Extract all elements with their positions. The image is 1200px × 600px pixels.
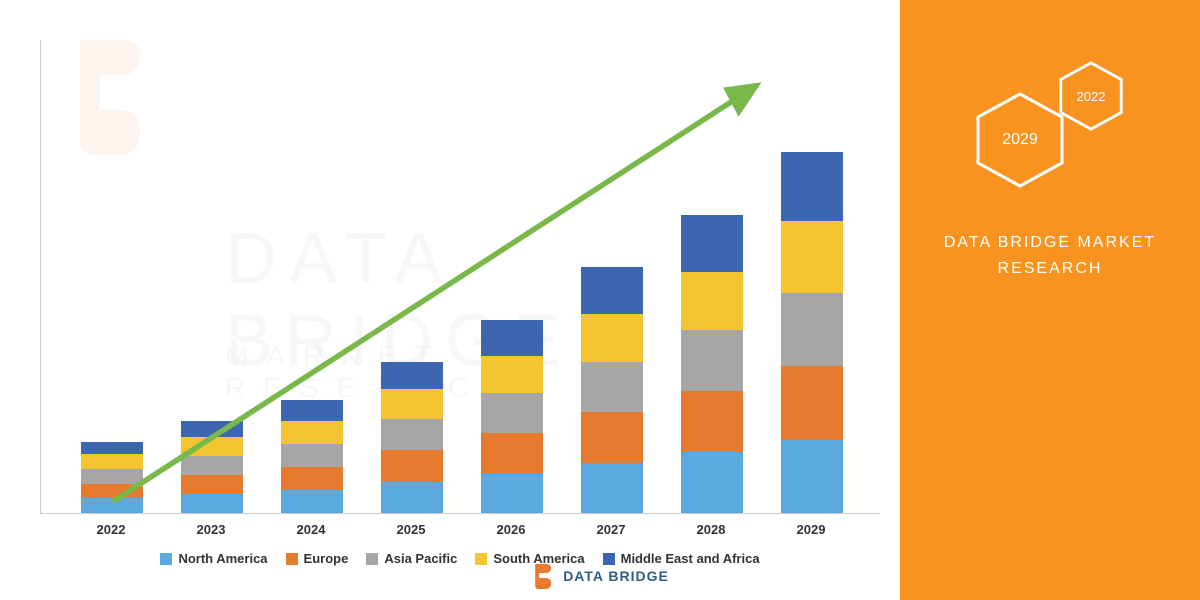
bar-segment [481, 393, 543, 433]
bar-segment [281, 421, 343, 444]
hexagon-small: 2022 [1055, 60, 1127, 132]
bar-segment [281, 467, 343, 490]
bar-segment [181, 475, 243, 494]
bar-segment [281, 444, 343, 467]
legend-label: North America [178, 551, 267, 566]
bar-segment [681, 391, 743, 452]
bar-group [681, 215, 743, 513]
legend-swatch [286, 553, 298, 565]
bar-segment [681, 272, 743, 331]
brand-text: DATA BRIDGE MARKET RESEARCH [944, 230, 1156, 281]
legend-swatch [160, 553, 172, 565]
hexagon-large-label: 2029 [1002, 131, 1038, 149]
legend-label: Asia Pacific [384, 551, 457, 566]
bar-stack [181, 421, 243, 513]
hexagon-group: 2029 2022 [950, 60, 1150, 200]
legend-swatch [475, 553, 487, 565]
bar-stack [481, 320, 543, 513]
bar-segment [681, 452, 743, 513]
bar-segment [281, 400, 343, 421]
brand-line-1: DATA BRIDGE MARKET [944, 230, 1156, 256]
legend-item: Asia Pacific [366, 551, 457, 566]
bar-segment [781, 366, 843, 440]
x-axis-label: 2027 [580, 522, 642, 537]
bar-segment [81, 498, 143, 513]
bar-segment [181, 494, 243, 513]
bar-segment [581, 463, 643, 513]
bar-stack [781, 152, 843, 513]
bar-segment [481, 433, 543, 473]
trend-arrow [41, 40, 880, 513]
bar-segment [481, 356, 543, 394]
bar-segment [181, 437, 243, 456]
bar-stack [81, 442, 143, 513]
x-axis-label: 2022 [80, 522, 142, 537]
legend-item: South America [475, 551, 584, 566]
bar-group [81, 442, 143, 513]
legend-item: Middle East and Africa [603, 551, 760, 566]
bar-segment [381, 419, 443, 451]
bar-stack [381, 362, 443, 513]
bar-group [481, 320, 543, 513]
x-axis-label: 2023 [180, 522, 242, 537]
bar-segment [781, 152, 843, 221]
bar-segment [81, 484, 143, 499]
bar-segment [581, 267, 643, 313]
x-axis-label: 2026 [480, 522, 542, 537]
legend-item: Europe [286, 551, 349, 566]
bar-segment [181, 456, 243, 475]
bars-region [40, 40, 880, 514]
legend-label: South America [493, 551, 584, 566]
bar-group [581, 267, 643, 513]
legend-label: Middle East and Africa [621, 551, 760, 566]
bar-segment [481, 473, 543, 513]
main-container: DATA BRIDGE MARKET RESEARCH 2022 2023 2024… [0, 0, 1200, 600]
bar-group [281, 400, 343, 513]
brand-line-2: RESEARCH [944, 256, 1156, 282]
bar-segment [81, 442, 143, 455]
bar-segment [281, 490, 343, 513]
bar-segment [781, 221, 843, 292]
x-axis-label: 2029 [780, 522, 842, 537]
legend-swatch [366, 553, 378, 565]
x-axis-label: 2024 [280, 522, 342, 537]
hexagon-small-label: 2022 [1077, 89, 1106, 104]
bar-segment [381, 362, 443, 389]
bar-segment [781, 293, 843, 367]
x-axis-label: 2028 [680, 522, 742, 537]
chart-legend: North America Europe Asia Pacific South Ame… [40, 537, 880, 580]
bar-segment [381, 389, 443, 418]
bar-stack [681, 215, 743, 513]
bar-segment [481, 320, 543, 356]
bar-segment [681, 215, 743, 272]
x-axis-labels: 2022 2023 2024 2025 2026 2027 2028 2029 [40, 514, 880, 537]
legend-item: North America [160, 551, 267, 566]
legend-label: Europe [304, 551, 349, 566]
side-panel: 2029 2022 DATA BRIDGE MARKET RESEARCH [900, 0, 1200, 600]
bar-segment [381, 450, 443, 482]
bar-segment [581, 314, 643, 362]
bar-group [781, 152, 843, 513]
legend-swatch [603, 553, 615, 565]
bar-segment [381, 482, 443, 514]
bar-segment [81, 469, 143, 484]
chart-inner: 2022 2023 2024 2025 2026 2027 2028 2029 North A… [40, 40, 880, 580]
bar-segment [581, 362, 643, 412]
bar-segment [581, 412, 643, 462]
bar-group [381, 362, 443, 513]
bar-stack [581, 267, 643, 513]
chart-area: DATA BRIDGE MARKET RESEARCH 202220232024… [0, 0, 900, 600]
bar-segment [781, 440, 843, 514]
bar-segment [181, 421, 243, 438]
bar-group [181, 421, 243, 513]
bar-stack [281, 400, 343, 513]
x-axis-label: 2025 [380, 522, 442, 537]
bar-segment [681, 330, 743, 391]
bar-segment [81, 454, 143, 469]
